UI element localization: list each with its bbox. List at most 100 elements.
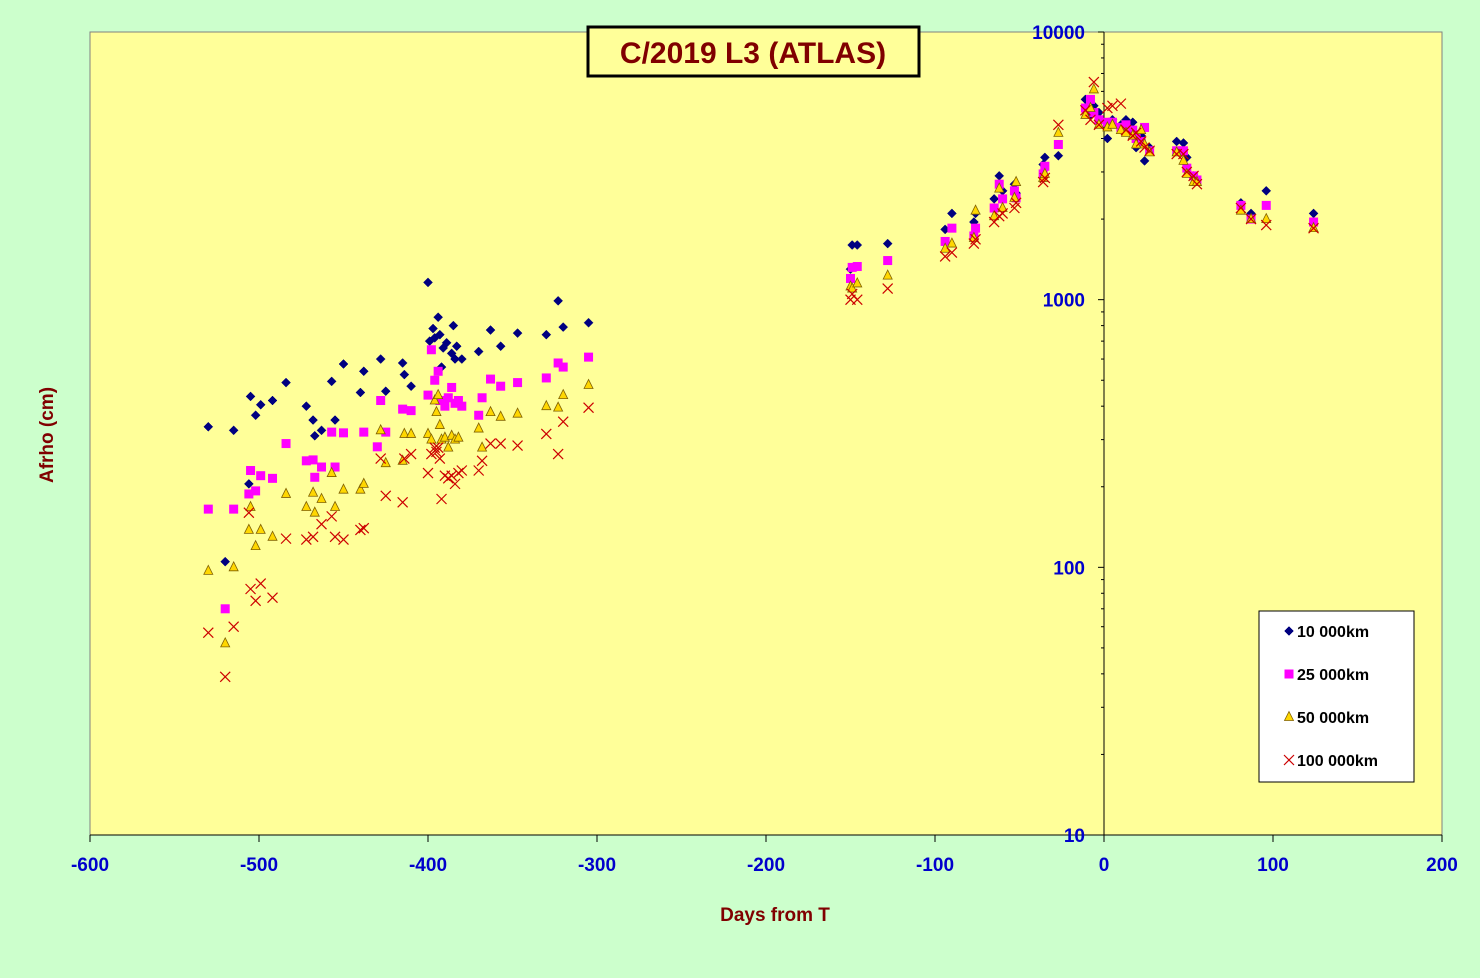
data-point: [997, 201, 1008, 212]
data-point: [448, 320, 459, 331]
data-point: [255, 578, 267, 589]
data-point: [1261, 212, 1272, 223]
data-point: [512, 407, 523, 418]
data-point: [882, 238, 893, 249]
data-point: [339, 428, 348, 438]
data-point: [882, 269, 893, 280]
series-4-points: [202, 76, 1319, 683]
data-point: [476, 441, 488, 452]
data-point: [1053, 150, 1064, 161]
data-point: [540, 428, 552, 440]
points-layer: [202, 76, 1319, 683]
data-point: [1260, 219, 1272, 231]
data-point: [1085, 94, 1095, 104]
data-point: [243, 507, 255, 519]
data-point: [583, 378, 594, 389]
data-point: [485, 438, 496, 449]
data-point: [317, 462, 327, 472]
data-point: [553, 358, 563, 368]
data-point: [1135, 136, 1147, 147]
data-point: [584, 352, 594, 362]
data-point: [203, 421, 214, 432]
data-point: [250, 539, 261, 551]
data-point: [301, 456, 311, 466]
data-point: [316, 518, 327, 530]
data-point: [399, 369, 410, 380]
data-point: [1120, 124, 1132, 136]
data-point: [1121, 120, 1131, 130]
data-point: [946, 237, 958, 248]
data-point: [281, 377, 291, 388]
data-point: [541, 399, 552, 411]
data-point: [883, 256, 893, 266]
data-point: [245, 583, 256, 595]
data-point: [453, 396, 463, 406]
data-point: [457, 401, 467, 411]
data-point: [308, 455, 318, 465]
legend: 10 000km 25 000km 50 000km 100 000km: [1258, 610, 1415, 783]
data-point: [251, 486, 261, 496]
data-point: [380, 490, 392, 502]
data-point: [381, 427, 391, 437]
data-point: [243, 523, 255, 534]
data-point: [358, 366, 369, 377]
data-point: [541, 329, 552, 340]
data-point: [496, 381, 506, 391]
data-point: [316, 425, 327, 436]
data-point: [432, 388, 444, 400]
data-point: [450, 354, 460, 364]
data-point: [1261, 185, 1272, 196]
x-tick-label: -300: [578, 855, 616, 876]
data-point: [338, 483, 349, 494]
data-point: [989, 194, 1000, 204]
data-point: [456, 354, 467, 364]
data-point: [281, 439, 291, 449]
data-point: [267, 530, 278, 541]
data-point: [203, 564, 214, 575]
legend-marker: [1283, 710, 1295, 721]
data-point: [583, 402, 594, 414]
data-point: [338, 359, 349, 369]
data-point: [989, 203, 999, 213]
data-point: [244, 489, 254, 499]
data-point: [971, 223, 981, 233]
data-point: [994, 182, 1005, 193]
legend-entry: 10 000km: [1284, 624, 1369, 641]
data-point: [557, 416, 569, 428]
x-tick-label: -400: [409, 855, 447, 876]
legend-marker: [1284, 626, 1294, 636]
data-point: [447, 382, 457, 392]
data-point: [882, 283, 894, 295]
data-point: [203, 504, 213, 514]
data-point: [245, 391, 256, 402]
x-tick-label: 0: [1099, 855, 1110, 876]
data-point: [473, 465, 485, 476]
data-point: [485, 325, 496, 335]
data-point: [477, 393, 487, 403]
data-point: [453, 431, 464, 442]
data-point: [1191, 178, 1203, 190]
data-point: [1178, 154, 1189, 165]
data-point: [228, 621, 240, 633]
data-point: [947, 208, 957, 219]
data-point: [1039, 172, 1051, 184]
data-point: [1235, 202, 1247, 214]
data-point: [1053, 139, 1063, 149]
data-point: [375, 423, 386, 435]
legend-marker: [1283, 754, 1295, 766]
data-point: [220, 604, 230, 614]
data-point: [355, 483, 366, 494]
data-point: [1115, 98, 1127, 110]
y-tick-label: 100: [1053, 558, 1085, 579]
data-point: [398, 404, 408, 414]
data-point: [1136, 123, 1147, 135]
data-point: [437, 396, 447, 406]
data-point: [847, 282, 858, 293]
data-point: [1171, 136, 1182, 147]
data-point: [512, 440, 523, 452]
data-point: [220, 556, 231, 567]
data-point: [423, 390, 433, 400]
data-point: [399, 427, 410, 438]
